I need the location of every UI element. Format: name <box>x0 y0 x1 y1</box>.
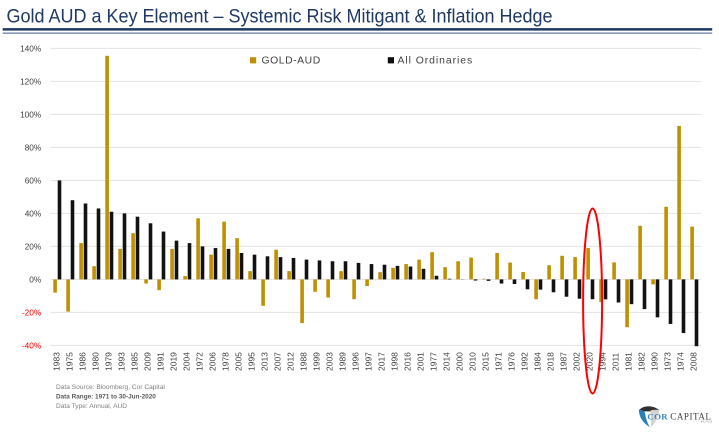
svg-text:Gold AUD a Key Element – Syste: Gold AUD a Key Element – Systemic Risk M… <box>7 6 553 28</box>
svg-text:2001: 2001 <box>416 352 426 371</box>
svg-text:1994: 1994 <box>598 352 608 371</box>
svg-text:1997: 1997 <box>364 352 374 371</box>
svg-text:1976: 1976 <box>507 352 517 371</box>
svg-text:Data Range: 1971 to 30-Jun-202: Data Range: 1971 to 30-Jun-2020 <box>56 393 156 400</box>
svg-text:1989: 1989 <box>338 352 348 371</box>
svg-text:2005: 2005 <box>234 352 244 371</box>
svg-text:2013: 2013 <box>260 352 270 371</box>
svg-text:1986: 1986 <box>78 352 88 371</box>
svg-text:1979: 1979 <box>104 352 114 371</box>
svg-text:1975: 1975 <box>65 352 75 371</box>
svg-text:2012: 2012 <box>286 352 296 371</box>
svg-text:2000: 2000 <box>455 352 465 371</box>
svg-text:1991: 1991 <box>156 352 166 371</box>
svg-text:1995: 1995 <box>247 352 257 371</box>
svg-text:20%: 20% <box>25 241 42 251</box>
svg-text:1980: 1980 <box>91 352 101 371</box>
svg-text:1972: 1972 <box>195 352 205 371</box>
svg-text:2019: 2019 <box>169 352 179 371</box>
svg-text:Data Type: Annual, AUD: Data Type: Annual, AUD <box>56 403 127 410</box>
svg-text:1988: 1988 <box>299 352 309 371</box>
svg-text:GOLD-AUD: GOLD-AUD <box>262 56 321 67</box>
svg-text:1987: 1987 <box>559 352 569 371</box>
svg-text:2011: 2011 <box>611 352 621 371</box>
svg-text:2007: 2007 <box>273 352 283 371</box>
svg-text:120%: 120% <box>20 76 42 86</box>
svg-text:2004: 2004 <box>182 352 192 371</box>
svg-text:1983: 1983 <box>52 352 62 371</box>
svg-text:2009: 2009 <box>143 352 153 371</box>
svg-text:1984: 1984 <box>533 352 543 371</box>
svg-text:2015: 2015 <box>481 352 491 371</box>
svg-text:1999: 1999 <box>312 352 322 371</box>
svg-text:FUND: FUND <box>701 419 713 423</box>
svg-text:2006: 2006 <box>208 352 218 371</box>
svg-text:40%: 40% <box>25 208 42 218</box>
svg-text:1971: 1971 <box>494 352 504 371</box>
svg-text:1985: 1985 <box>130 352 140 371</box>
svg-text:2020: 2020 <box>585 352 595 371</box>
svg-text:140%: 140% <box>20 43 42 53</box>
svg-text:2016: 2016 <box>403 352 413 371</box>
svg-text:2014: 2014 <box>442 352 452 371</box>
svg-text:1977: 1977 <box>429 352 439 371</box>
svg-text:1993: 1993 <box>117 352 127 371</box>
svg-text:2018: 2018 <box>546 352 556 371</box>
svg-text:60%: 60% <box>25 175 42 185</box>
svg-text:1990: 1990 <box>650 352 660 371</box>
svg-text:2008: 2008 <box>689 352 699 371</box>
svg-text:1973: 1973 <box>663 352 673 371</box>
svg-text:2010: 2010 <box>468 352 478 371</box>
svg-text:0%: 0% <box>29 274 42 284</box>
svg-text:2003: 2003 <box>325 352 335 371</box>
svg-text:-20%: -20% <box>22 307 42 317</box>
svg-text:2002: 2002 <box>572 352 582 371</box>
svg-text:1981: 1981 <box>624 352 634 371</box>
svg-text:1996: 1996 <box>351 352 361 371</box>
svg-text:CAPITAL: CAPITAL <box>670 411 711 421</box>
svg-text:1974: 1974 <box>676 352 686 371</box>
svg-text:2017: 2017 <box>377 352 387 371</box>
svg-text:1982: 1982 <box>637 352 647 371</box>
svg-text:All Ordinaries: All Ordinaries <box>398 56 474 67</box>
svg-text:100%: 100% <box>20 109 42 119</box>
svg-text:1998: 1998 <box>390 352 400 371</box>
svg-text:COR: COR <box>647 411 668 421</box>
svg-text:80%: 80% <box>25 142 42 152</box>
svg-text:Data Source: Bloomberg, Cor Ca: Data Source: Bloomberg, Cor Capital <box>56 384 165 391</box>
svg-text:-40%: -40% <box>22 340 42 350</box>
svg-text:1978: 1978 <box>221 352 231 371</box>
svg-text:1992: 1992 <box>520 352 530 371</box>
